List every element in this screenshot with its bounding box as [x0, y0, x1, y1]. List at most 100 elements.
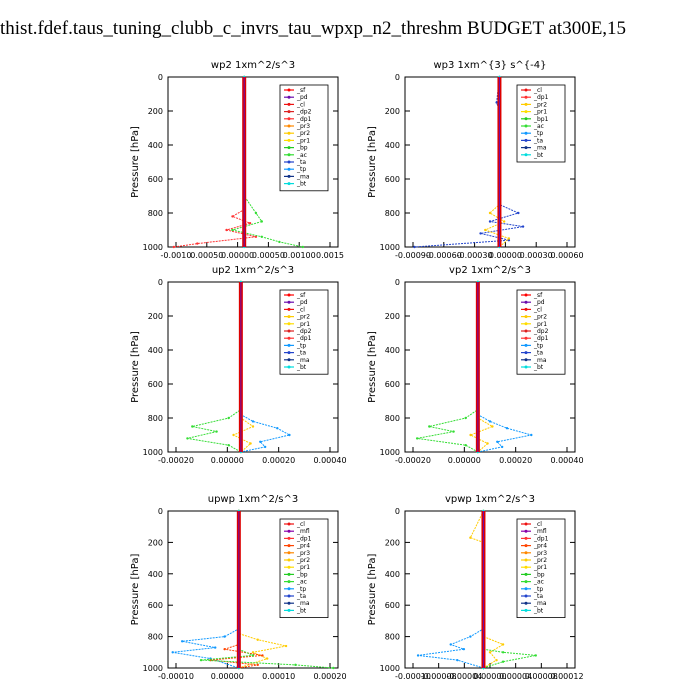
legend-marker: [287, 117, 291, 121]
data-point: [260, 235, 263, 238]
data-point: [214, 646, 217, 649]
data-point: [227, 416, 230, 420]
legend-entry: _bp1: [533, 116, 549, 123]
y-tick-label: 200: [385, 538, 400, 547]
data-point: [332, 666, 335, 670]
legend-entry: _dp1: [533, 535, 549, 542]
legend-entry: _ma: [533, 357, 547, 364]
series-line: [230, 77, 303, 248]
x-tick-label: -0.00004: [446, 672, 482, 681]
x-tick-label: 0.00000: [473, 672, 506, 681]
chart-title: wp2 1xm^2/s^3: [211, 60, 295, 71]
data-point: [456, 658, 459, 662]
data-point: [186, 437, 189, 440]
data-point: [254, 211, 258, 215]
x-tick-label: 0.00040: [313, 456, 346, 465]
series-line: [232, 282, 255, 453]
chart-title: wp3 1xm^{3} s^{-4}: [433, 60, 546, 71]
legend-marker: [287, 300, 291, 304]
x-tick-label: 0.00008: [525, 672, 558, 681]
x-tick-label: 0.00050: [252, 251, 285, 260]
y-tick-label: 0: [395, 278, 400, 287]
legend-entry: _ta: [533, 350, 543, 357]
data-point: [469, 433, 472, 437]
y-tick-label: 800: [148, 414, 163, 423]
data-point: [530, 433, 533, 437]
data-point: [223, 647, 226, 651]
data-point: [254, 235, 258, 238]
x-tick-label: 0.00050: [190, 251, 223, 260]
data-point: [502, 220, 506, 223]
legend-entry: _bp: [296, 145, 308, 152]
y-tick-label: 800: [148, 209, 163, 218]
x-tick-label: 0.00100: [283, 251, 316, 260]
data-point: [501, 643, 505, 646]
x-tick-label: 0.00004: [499, 672, 532, 681]
y-tick-label: 1000: [143, 243, 163, 252]
y-tick-label: 0: [395, 73, 400, 82]
legend-entry: _pr2: [296, 557, 310, 564]
data-point: [251, 651, 255, 654]
legend-entry: _mfl: [533, 528, 547, 535]
x-tick-label: -0.00030: [457, 251, 493, 260]
legend-marker: [287, 88, 291, 92]
legend-entry: _pr3: [296, 123, 310, 130]
data-point: [495, 658, 498, 662]
data-point: [479, 232, 482, 235]
legend-entry: _tp: [296, 342, 306, 349]
data-point: [259, 440, 262, 443]
data-point: [231, 215, 234, 218]
y-tick-label: 0: [158, 278, 163, 287]
data-point: [452, 430, 455, 433]
legend-entry: _pr2: [296, 314, 310, 321]
y-axis-label: Pressure [hPa]: [367, 331, 378, 403]
chart-panel: wp2 1xm^2/s^3 Pressure [hPa] 0 200 400 600 800…: [130, 60, 344, 260]
data-point: [534, 654, 537, 657]
legend-marker: [524, 365, 528, 369]
legend-entry: _pr2: [296, 130, 310, 137]
legend-marker: [287, 315, 291, 319]
data-point: [294, 663, 297, 667]
y-axis-label: Pressure [hPa]: [130, 331, 141, 403]
y-axis-label: Pressure [hPa]: [130, 554, 141, 626]
data-point: [462, 647, 466, 651]
legend-marker: [287, 174, 291, 178]
legend-marker: [524, 307, 528, 311]
data-point: [232, 433, 235, 437]
x-tick-label: 0.00000: [211, 456, 244, 465]
series-line: [418, 511, 484, 669]
y-tick-label: 1000: [380, 448, 400, 457]
data-point: [521, 225, 525, 228]
data-point: [180, 640, 184, 643]
y-tick-label: 600: [385, 601, 400, 610]
data-point: [488, 420, 492, 423]
data-point: [500, 445, 504, 449]
legend-entry: _tp: [533, 586, 543, 593]
legend-entry: _ac: [533, 579, 544, 586]
legend-marker: [524, 608, 528, 612]
data-point: [248, 222, 252, 225]
data-point: [428, 425, 431, 428]
legend-marker: [524, 293, 528, 297]
legend-entry: _pr2: [533, 101, 547, 108]
legend-marker: [524, 565, 528, 569]
x-tick-label: 0.00020: [313, 672, 346, 681]
data-point: [172, 245, 176, 249]
legend-entry: _tp: [296, 586, 306, 593]
y-tick-label: 0: [395, 507, 400, 516]
legend-marker: [287, 124, 291, 128]
legend-entry: _ma: [296, 173, 310, 180]
legend-entry: _dp1: [296, 116, 312, 123]
data-point: [464, 444, 467, 447]
x-tick-label: -0.00090: [395, 251, 431, 260]
legend-marker: [287, 558, 291, 562]
legend-marker: [287, 307, 291, 311]
legend-entry: _ma: [533, 145, 547, 152]
legend-entry: _pr1: [533, 564, 547, 571]
legend-marker: [287, 322, 291, 326]
x-tick-label: 0.00020: [262, 456, 295, 465]
legend-marker: [287, 293, 291, 297]
series-line: [477, 282, 532, 453]
legend-marker: [287, 343, 291, 347]
legend-marker: [524, 544, 528, 548]
